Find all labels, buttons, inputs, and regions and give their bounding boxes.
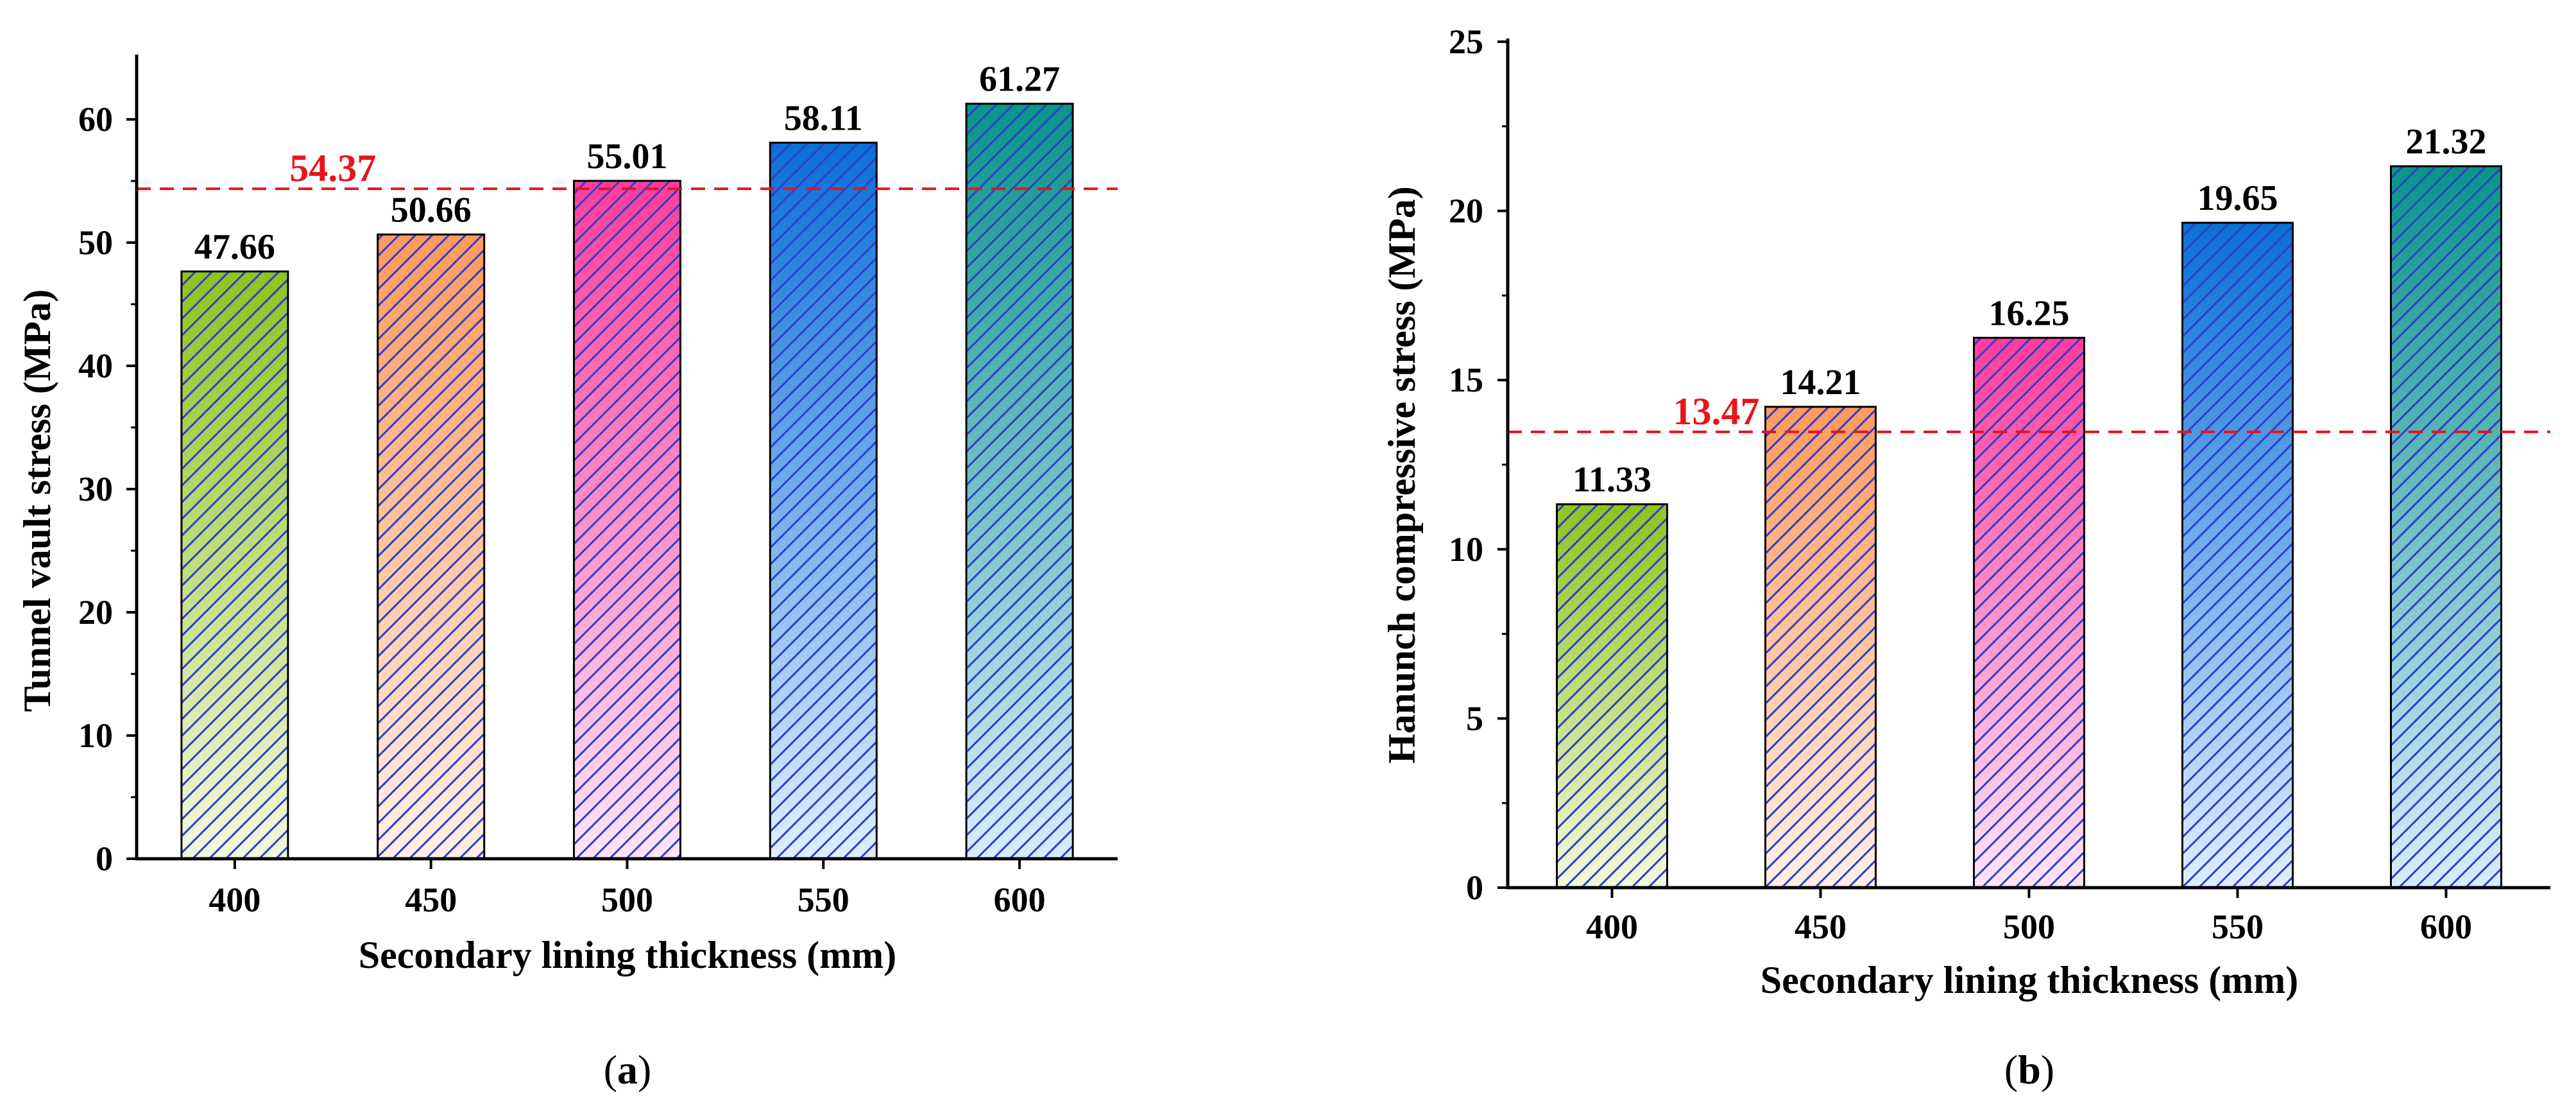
chart-panel-b: Hanunch compressive stress (MPa) Seconda… bbox=[1381, 22, 2550, 1092]
panel-caption-b: (b) bbox=[2004, 1047, 2054, 1092]
bar-value-label: 21.32 bbox=[2406, 122, 2487, 162]
bar-value-label: 50.66 bbox=[391, 190, 472, 230]
panel-caption-a: (a) bbox=[604, 1047, 652, 1092]
x-tick-label: 400 bbox=[209, 881, 260, 919]
x-axis-title-a: Secondary lining thickness (mm) bbox=[359, 934, 896, 976]
y-tick-label: 0 bbox=[96, 840, 113, 878]
bar-value-label: 16.25 bbox=[1989, 293, 2070, 333]
y-tick-label: 25 bbox=[1449, 22, 1483, 61]
y-tick-label: 10 bbox=[78, 716, 113, 755]
y-tick-label: 60 bbox=[78, 100, 113, 139]
bar-hatch bbox=[770, 142, 877, 859]
bar-hatch bbox=[1765, 406, 1876, 888]
x-tick-label: 550 bbox=[2212, 908, 2264, 946]
bar-value-label: 47.66 bbox=[194, 227, 275, 267]
y-axis-title-a: Tunnel vault stress (MPa) bbox=[16, 289, 58, 712]
x-tick-label: 500 bbox=[2003, 908, 2055, 946]
bar-hatch bbox=[181, 271, 288, 859]
bar-hatch bbox=[574, 180, 681, 859]
chart-panel-a: Tunnel vault stress (MPa) Secondary lini… bbox=[16, 55, 1118, 1092]
x-tick-label: 450 bbox=[1795, 908, 1847, 946]
bar-value-label: 19.65 bbox=[2197, 178, 2278, 218]
bar-hatch bbox=[966, 103, 1073, 859]
y-tick-label: 20 bbox=[1449, 192, 1483, 230]
bar-hatch bbox=[2391, 166, 2502, 888]
x-tick-label: 600 bbox=[2420, 908, 2472, 946]
x-tick-label: 500 bbox=[601, 881, 653, 919]
y-tick-label: 0 bbox=[1466, 868, 1483, 907]
y-tick-label: 20 bbox=[78, 593, 113, 632]
x-tick-label: 550 bbox=[798, 881, 849, 919]
bar-hatch bbox=[1974, 338, 2085, 888]
y-tick-label: 40 bbox=[78, 347, 113, 385]
bar-value-label: 58.11 bbox=[784, 98, 863, 138]
reference-line-label: 54.37 bbox=[289, 147, 376, 189]
bar-value-label: 11.33 bbox=[1573, 460, 1651, 500]
y-tick-label: 5 bbox=[1466, 699, 1483, 737]
x-tick-label: 400 bbox=[1586, 908, 1638, 946]
bar-value-label: 55.01 bbox=[587, 137, 668, 177]
bar-hatch bbox=[1557, 504, 1668, 888]
bar-value-label: 14.21 bbox=[1780, 363, 1861, 402]
bar-hatch bbox=[377, 234, 484, 859]
y-tick-label: 15 bbox=[1449, 361, 1483, 399]
y-axis-title-b: Hanunch compressive stress (MPa) bbox=[1381, 186, 1423, 763]
x-tick-label: 600 bbox=[994, 881, 1046, 919]
y-tick-label: 10 bbox=[1449, 530, 1483, 569]
x-axis-title-b: Secondary lining thickness (mm) bbox=[1761, 959, 2298, 1001]
y-tick-label: 30 bbox=[78, 470, 113, 508]
x-tick-label: 450 bbox=[405, 881, 457, 919]
reference-line-label: 13.47 bbox=[1673, 390, 1760, 433]
y-tick-label: 50 bbox=[78, 223, 113, 262]
bar-value-label: 61.27 bbox=[979, 60, 1060, 99]
bar-hatch bbox=[2182, 223, 2293, 888]
